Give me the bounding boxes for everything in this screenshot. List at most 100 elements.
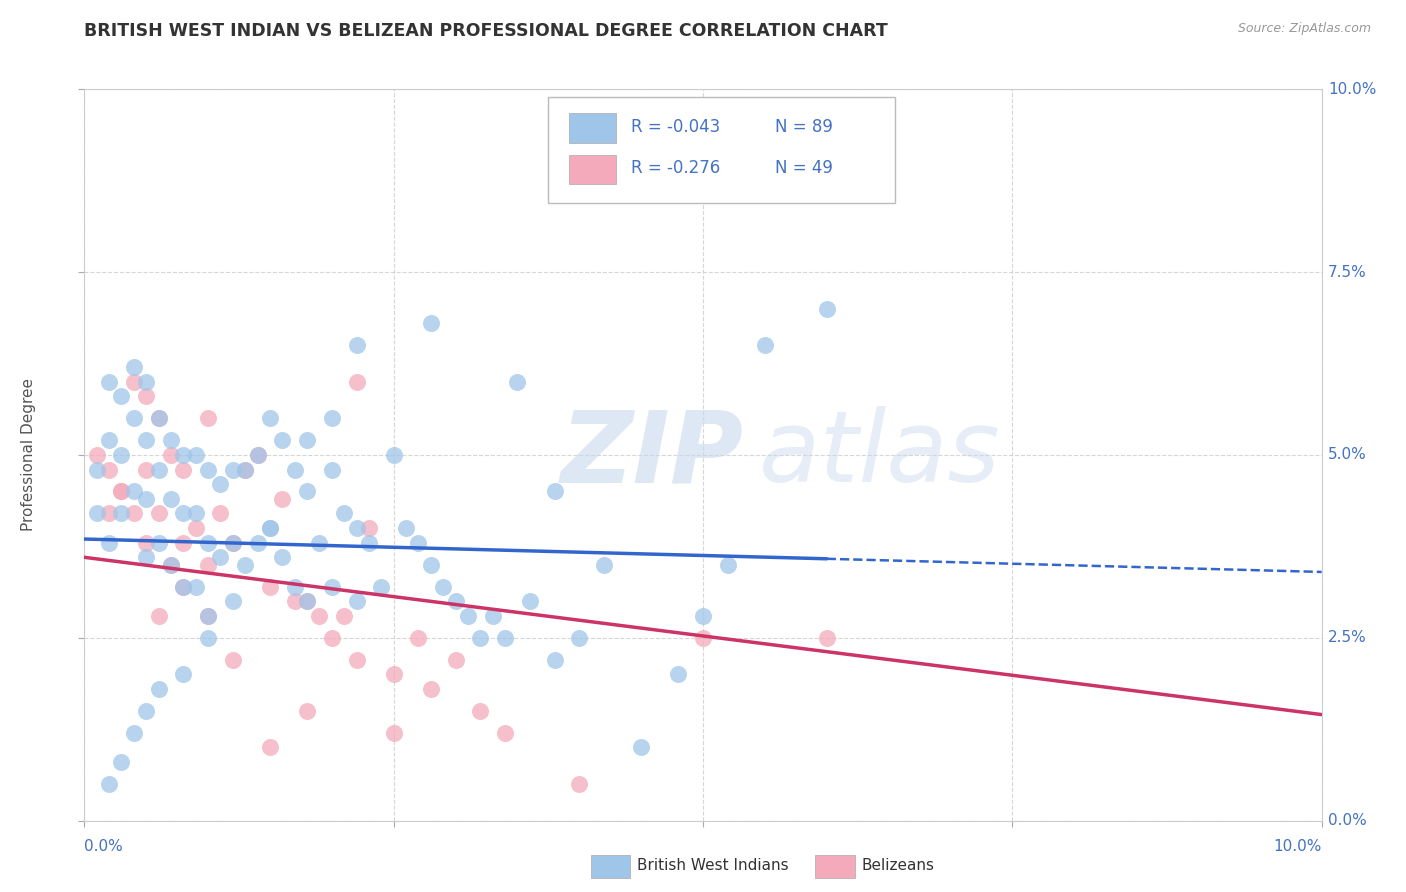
Point xyxy=(148,608,170,623)
Point xyxy=(333,608,356,623)
Text: BRITISH WEST INDIAN VS BELIZEAN PROFESSIONAL DEGREE CORRELATION CHART: BRITISH WEST INDIAN VS BELIZEAN PROFESSI… xyxy=(84,22,889,40)
Point xyxy=(197,535,219,549)
Point xyxy=(246,448,269,462)
Point xyxy=(172,507,194,521)
Point xyxy=(444,653,467,667)
Text: 0.0%: 0.0% xyxy=(1327,814,1367,828)
Text: Source: ZipAtlas.com: Source: ZipAtlas.com xyxy=(1237,22,1371,36)
Text: 5.0%: 5.0% xyxy=(1327,448,1367,462)
Point xyxy=(419,316,441,330)
Point xyxy=(86,448,108,462)
Point xyxy=(284,580,307,594)
Point xyxy=(259,521,281,535)
Point xyxy=(815,301,838,316)
Point xyxy=(172,667,194,681)
Point xyxy=(295,434,318,448)
Text: 10.0%: 10.0% xyxy=(1274,838,1322,854)
Point xyxy=(148,411,170,425)
Point xyxy=(630,740,652,755)
Point xyxy=(148,681,170,696)
Text: ZIP: ZIP xyxy=(561,407,744,503)
Point xyxy=(543,653,565,667)
Point xyxy=(233,558,256,572)
Point xyxy=(98,462,121,476)
Point xyxy=(197,462,219,476)
Point xyxy=(543,484,565,499)
Point xyxy=(148,462,170,476)
Point xyxy=(233,462,256,476)
Point xyxy=(184,580,207,594)
Point xyxy=(222,462,245,476)
Point xyxy=(259,740,281,755)
Point xyxy=(346,653,368,667)
Point xyxy=(148,535,170,549)
Point xyxy=(382,448,405,462)
Point xyxy=(184,448,207,462)
Text: atlas: atlas xyxy=(759,407,1000,503)
Point xyxy=(692,631,714,645)
Point xyxy=(295,594,318,608)
Text: 0.0%: 0.0% xyxy=(84,838,124,854)
Text: British West Indians: British West Indians xyxy=(637,858,789,872)
Point xyxy=(308,535,330,549)
Text: Belizeans: Belizeans xyxy=(862,858,935,872)
Point xyxy=(160,491,183,506)
Point xyxy=(110,448,132,462)
Point xyxy=(419,681,441,696)
Point xyxy=(246,535,269,549)
Point xyxy=(382,726,405,740)
Point xyxy=(98,535,121,549)
Point xyxy=(222,653,245,667)
Point xyxy=(295,594,318,608)
Point xyxy=(110,484,132,499)
Point xyxy=(209,550,232,565)
Point xyxy=(308,608,330,623)
Point xyxy=(98,777,121,791)
Point xyxy=(321,462,343,476)
Point xyxy=(333,507,356,521)
Point xyxy=(98,375,121,389)
Point xyxy=(321,411,343,425)
Text: N = 49: N = 49 xyxy=(775,159,832,178)
Point xyxy=(222,535,245,549)
FancyBboxPatch shape xyxy=(548,96,894,202)
Point xyxy=(271,550,294,565)
Point xyxy=(271,491,294,506)
Point xyxy=(148,411,170,425)
Point xyxy=(395,521,418,535)
Point xyxy=(246,448,269,462)
Point xyxy=(110,389,132,403)
Point xyxy=(470,631,492,645)
Point xyxy=(370,580,392,594)
Point xyxy=(382,667,405,681)
Point xyxy=(222,594,245,608)
Point xyxy=(197,608,219,623)
Point xyxy=(444,594,467,608)
Point xyxy=(122,726,145,740)
Point xyxy=(346,594,368,608)
Point xyxy=(494,631,516,645)
Point xyxy=(122,411,145,425)
Point xyxy=(666,667,689,681)
Point xyxy=(717,558,740,572)
Point xyxy=(321,580,343,594)
Point xyxy=(419,558,441,572)
Text: Professional Degree: Professional Degree xyxy=(21,378,37,532)
Point xyxy=(197,558,219,572)
Point xyxy=(457,608,479,623)
Point xyxy=(408,631,430,645)
Point xyxy=(481,608,503,623)
Point xyxy=(346,521,368,535)
Point xyxy=(172,462,194,476)
Point xyxy=(135,434,157,448)
Text: R = -0.276: R = -0.276 xyxy=(631,159,720,178)
Point xyxy=(86,462,108,476)
Point xyxy=(209,507,232,521)
Point xyxy=(135,550,157,565)
Bar xyxy=(569,113,616,143)
Point xyxy=(160,448,183,462)
Text: R = -0.043: R = -0.043 xyxy=(631,118,720,136)
Point xyxy=(197,608,219,623)
Text: N = 89: N = 89 xyxy=(775,118,832,136)
Point xyxy=(98,507,121,521)
